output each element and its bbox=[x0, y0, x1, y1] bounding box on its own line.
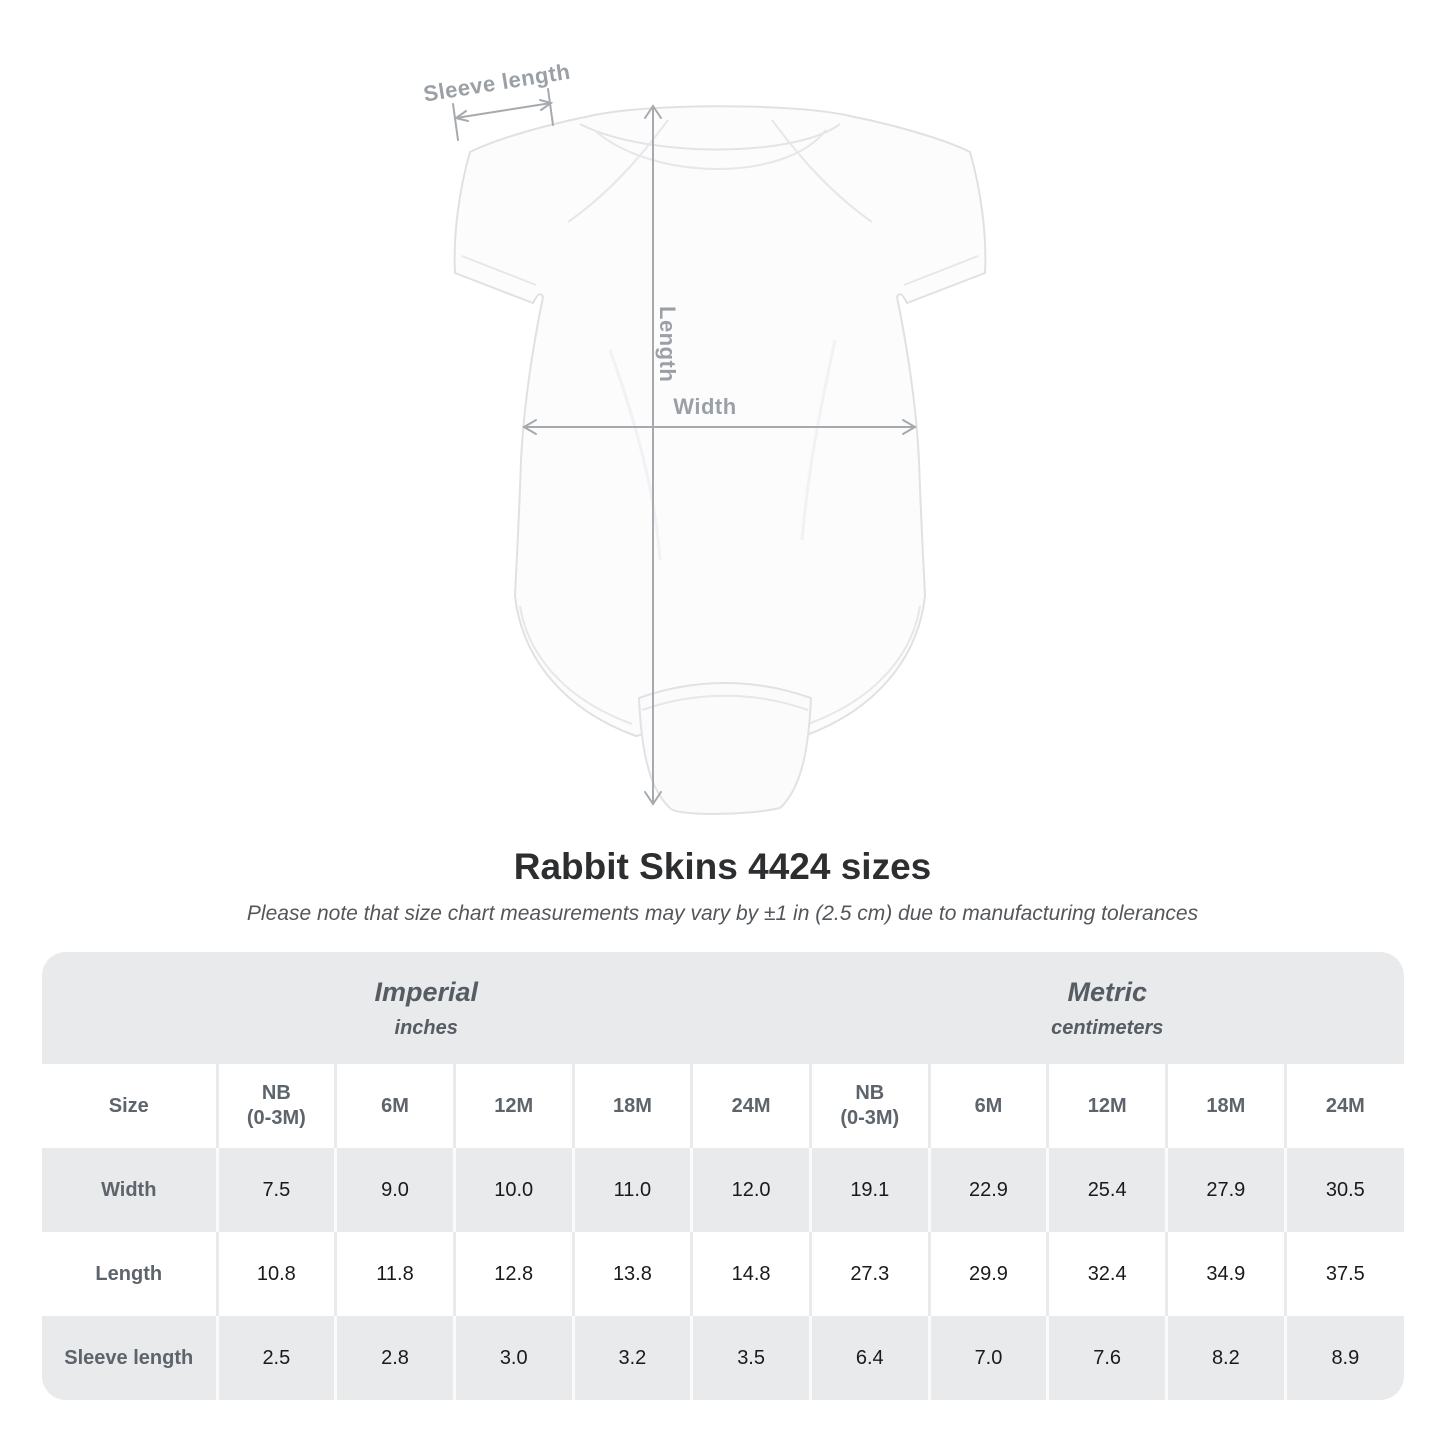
cell: 3.5 bbox=[690, 1316, 811, 1400]
cell: 14.8 bbox=[690, 1232, 811, 1316]
cell: 25.4 bbox=[1046, 1148, 1167, 1232]
lap-shoulder-left-seam bbox=[567, 119, 669, 223]
cell: 37.5 bbox=[1283, 1232, 1404, 1316]
cell: 7.6 bbox=[1046, 1316, 1167, 1400]
lap-shoulder-right-seam bbox=[771, 119, 873, 223]
cell: 3.2 bbox=[571, 1316, 692, 1400]
cell: 12.0 bbox=[690, 1148, 811, 1232]
cell: 13.8 bbox=[571, 1232, 692, 1316]
cell: 8.2 bbox=[1165, 1316, 1286, 1400]
cell: 3.0 bbox=[452, 1316, 574, 1400]
leg-binding-left bbox=[519, 605, 633, 725]
col-header-metric-6m: 6M bbox=[927, 1064, 1048, 1148]
leg-binding-right bbox=[807, 605, 921, 725]
bodysuit-body bbox=[453, 105, 987, 737]
crotch-flap-binding bbox=[641, 694, 809, 711]
cell: 10.8 bbox=[215, 1232, 336, 1316]
cell: 11.8 bbox=[334, 1232, 455, 1316]
col-header-imperial-6m: 6M bbox=[334, 1064, 455, 1148]
page-subtitle: Please note that size chart measurements… bbox=[246, 902, 1199, 925]
sleeve-hem-left bbox=[461, 255, 537, 286]
cell: 30.5 bbox=[1283, 1148, 1404, 1232]
length-arrow bbox=[644, 104, 662, 806]
measurement-overlay bbox=[452, 88, 917, 806]
size-chart-table: Imperial inches Metric centimeters Size … bbox=[42, 952, 1404, 1400]
imperial-unit: inches bbox=[394, 1016, 458, 1039]
cell: 2.5 bbox=[215, 1316, 336, 1400]
metric-unit: centimeters bbox=[1051, 1016, 1164, 1039]
cell: 29.9 bbox=[927, 1232, 1048, 1316]
table-row-length: Length 10.8 11.8 12.8 13.8 14.8 27.3 29.… bbox=[42, 1232, 1404, 1316]
fabric-fold-right bbox=[800, 339, 837, 541]
neckline-inner bbox=[593, 129, 827, 170]
col-header-metric-12m: 12M bbox=[1046, 1064, 1167, 1148]
col-header-imperial-24m: 24M bbox=[690, 1064, 811, 1148]
size-header: Size bbox=[42, 1064, 217, 1148]
col-header-imperial-nb: NB (0-3M) bbox=[215, 1064, 336, 1148]
cell: 7.0 bbox=[927, 1316, 1048, 1400]
cell: 2.8 bbox=[334, 1316, 455, 1400]
col-header-metric-18m: 18M bbox=[1165, 1064, 1286, 1148]
length-label: Length bbox=[655, 306, 680, 382]
cell: 8.9 bbox=[1283, 1316, 1404, 1400]
cell: 9.0 bbox=[334, 1148, 455, 1232]
bodysuit-illustration bbox=[453, 105, 987, 815]
col-header-imperial-18m: 18M bbox=[571, 1064, 692, 1148]
col-header-metric-nb: NB (0-3M) bbox=[808, 1064, 930, 1148]
cell: 6.4 bbox=[808, 1316, 930, 1400]
cell: 34.9 bbox=[1165, 1232, 1286, 1316]
size-header-row: Size NB (0-3M) 6M 12M 18M 24M NB (0-3M) … bbox=[42, 1064, 1404, 1148]
cell: 27.9 bbox=[1165, 1148, 1286, 1232]
row-label-length: Length bbox=[42, 1232, 217, 1316]
metric-band: Metric centimeters bbox=[810, 952, 1404, 1064]
width-label: Width bbox=[673, 394, 736, 419]
cell: 10.0 bbox=[452, 1148, 574, 1232]
bodysuit-crotch-flap bbox=[638, 682, 812, 815]
metric-label: Metric bbox=[1067, 976, 1147, 1007]
imperial-band: Imperial inches bbox=[42, 952, 811, 1064]
page-title: Rabbit Skins 4424 sizes bbox=[513, 846, 932, 887]
col-header-imperial-12m: 12M bbox=[452, 1064, 574, 1148]
size-chart-container: Imperial inches Metric centimeters Size … bbox=[42, 952, 1404, 1400]
table-row-sleeve-length: Sleeve length 2.5 2.8 3.0 3.2 3.5 6.4 7.… bbox=[42, 1316, 1404, 1400]
row-label-sleeve-length: Sleeve length bbox=[42, 1316, 217, 1400]
cell: 32.4 bbox=[1046, 1232, 1167, 1316]
table-row-width: Width 7.5 9.0 10.0 11.0 12.0 19.1 22.9 2… bbox=[42, 1148, 1404, 1232]
bodysuit-size-diagram: Sleeve length Length Width bbox=[422, 59, 987, 815]
cell: 12.8 bbox=[452, 1232, 574, 1316]
col-header-metric-24m: 24M bbox=[1283, 1064, 1404, 1148]
cell: 11.0 bbox=[571, 1148, 692, 1232]
imperial-label: Imperial bbox=[374, 976, 478, 1007]
fabric-fold-left bbox=[608, 349, 662, 561]
cell: 27.3 bbox=[808, 1232, 930, 1316]
cell: 7.5 bbox=[215, 1148, 336, 1232]
sleeve-length-arrow bbox=[452, 88, 554, 141]
unit-group-row: Imperial inches Metric centimeters bbox=[42, 952, 1404, 1064]
width-arrow bbox=[522, 419, 917, 435]
cell: 19.1 bbox=[808, 1148, 930, 1232]
cell: 22.9 bbox=[927, 1148, 1048, 1232]
row-label-width: Width bbox=[42, 1148, 217, 1232]
sleeve-hem-right bbox=[903, 255, 979, 286]
neckline-outer bbox=[579, 123, 841, 151]
